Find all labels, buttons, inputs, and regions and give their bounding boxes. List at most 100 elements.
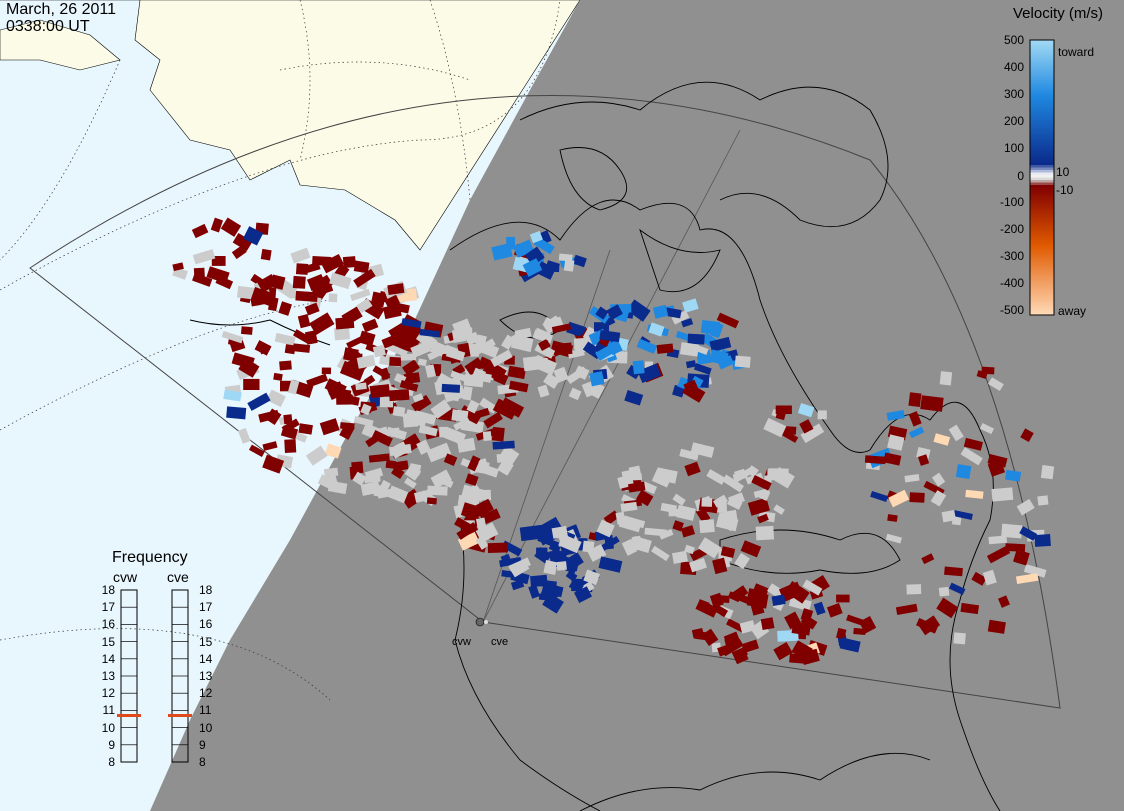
- scatter-cell: [478, 397, 498, 414]
- radar-label-cve: cve: [491, 636, 509, 648]
- scatter-cell: [1001, 523, 1023, 539]
- scatter-cell: [732, 471, 748, 481]
- scatter-cell: [427, 485, 448, 496]
- scatter-cell: [492, 440, 515, 450]
- colorbar-segment: [1030, 60, 1054, 64]
- scatter-cell: [909, 492, 925, 503]
- colorbar-tick-label: -300: [999, 249, 1024, 263]
- scatter-cell: [417, 358, 427, 367]
- scatter-cell: [260, 248, 272, 261]
- colorbar-segment: [1030, 172, 1054, 176]
- scatter-cell: [558, 253, 573, 262]
- scatter-cell: [802, 579, 823, 596]
- scatter-cell: [281, 418, 300, 434]
- colorbar-segment: [1030, 280, 1054, 284]
- colorbar-tick-label: 10: [1056, 165, 1070, 179]
- scatter-cell: [721, 638, 744, 657]
- scatter-cell: [247, 392, 271, 411]
- colorbar-segment: [1030, 75, 1054, 79]
- scatter-cell: [509, 559, 530, 578]
- scatter-cell: [456, 437, 476, 453]
- scatter-cell: [788, 596, 812, 612]
- scatter-cell: [684, 544, 695, 555]
- colorbar-segment: [1030, 137, 1054, 141]
- scatter-cell: [475, 536, 489, 550]
- colorbar-segment: [1030, 107, 1054, 111]
- scatter-cell: [1005, 469, 1022, 482]
- scatter-cell: [1015, 573, 1039, 585]
- scatter-cell: [534, 327, 551, 341]
- scatter-cell: [532, 354, 558, 376]
- colorbar-segment: [1030, 300, 1054, 304]
- scatter-cell: [933, 433, 951, 446]
- frequency-tick-label: 10: [101, 720, 115, 735]
- scatter-cell: [791, 640, 813, 661]
- scatter-cell: [778, 581, 803, 602]
- scatter-cell: [404, 477, 417, 489]
- scatter-cell: [767, 468, 789, 478]
- scatter-cell: [508, 380, 529, 393]
- colorbar-tick-label: 500: [1003, 33, 1024, 47]
- scatter-cell: [697, 537, 722, 559]
- colorbar-segment: [1030, 230, 1054, 234]
- scatter-cell: [671, 310, 690, 325]
- scatter-cell: [713, 604, 729, 618]
- colorbar-segment: [1030, 152, 1054, 156]
- scatter-cell: [775, 405, 792, 414]
- colorbar-segment: [1030, 217, 1054, 221]
- scatter-cell: [416, 439, 431, 455]
- scatter-cell: [1019, 526, 1038, 541]
- frequency-tick-label: 11: [102, 703, 115, 718]
- colorbar-segment: [1030, 62, 1054, 66]
- colorbar-segment: [1030, 292, 1054, 296]
- scatter-cell: [645, 361, 653, 370]
- scatter-cell: [908, 392, 922, 408]
- scatter-cell: [278, 301, 292, 316]
- scatter-cell: [800, 423, 825, 444]
- scatter-cell: [491, 426, 505, 442]
- colorbar-segment: [1030, 237, 1054, 241]
- scatter-cell: [371, 430, 393, 447]
- radar-label-cvw: cvw: [452, 636, 471, 648]
- scatter-cell: [635, 489, 654, 507]
- scatter-cell: [352, 471, 367, 486]
- scatter-cell: [475, 522, 499, 543]
- colorbar-toward-label: toward: [1058, 45, 1095, 59]
- scatter-cell: [909, 426, 925, 439]
- scatter-cell: [474, 338, 496, 355]
- scatter-cell: [402, 359, 420, 377]
- scatter-cell: [689, 557, 707, 573]
- colorbar-segment: [1030, 110, 1054, 114]
- scatter-cell: [392, 406, 406, 417]
- daylit-land: [0, 0, 581, 251]
- scatter-cell: [921, 553, 935, 565]
- colorbar-segment: [1030, 70, 1054, 74]
- colorbar-segment: [1030, 135, 1054, 139]
- colorbar-segment: [1030, 132, 1054, 136]
- scatter-cell: [436, 475, 454, 489]
- scatter-cell: [528, 584, 540, 599]
- frequency-tick-label: 9: [199, 737, 206, 752]
- colorbar-segment: [1030, 245, 1054, 249]
- colorbar-segment: [1030, 122, 1054, 126]
- scatter-cell: [512, 239, 535, 258]
- scatter-cell: [813, 601, 826, 616]
- colorbar-segment: [1030, 80, 1054, 84]
- scatter-cell: [587, 544, 607, 562]
- scatter-cell: [519, 524, 543, 542]
- colorbar-segment: [1030, 222, 1054, 226]
- scatter-cell: [604, 535, 614, 550]
- scatter-cell: [773, 504, 785, 515]
- scatter-cell: [490, 349, 513, 367]
- colorbar-segment: [1030, 247, 1054, 251]
- scatter-cell: [312, 256, 332, 266]
- scatter-cell: [493, 371, 509, 386]
- backscatter-cells: [172, 217, 1055, 666]
- colorbar-segment: [1030, 235, 1054, 239]
- colorbar-tick-label: 300: [1003, 87, 1024, 101]
- scatter-cell: [377, 487, 399, 499]
- scatter-cell: [775, 410, 787, 421]
- scatter-cell: [306, 373, 329, 388]
- scatter-cell: [451, 409, 469, 423]
- colorbar-segment: [1030, 55, 1054, 59]
